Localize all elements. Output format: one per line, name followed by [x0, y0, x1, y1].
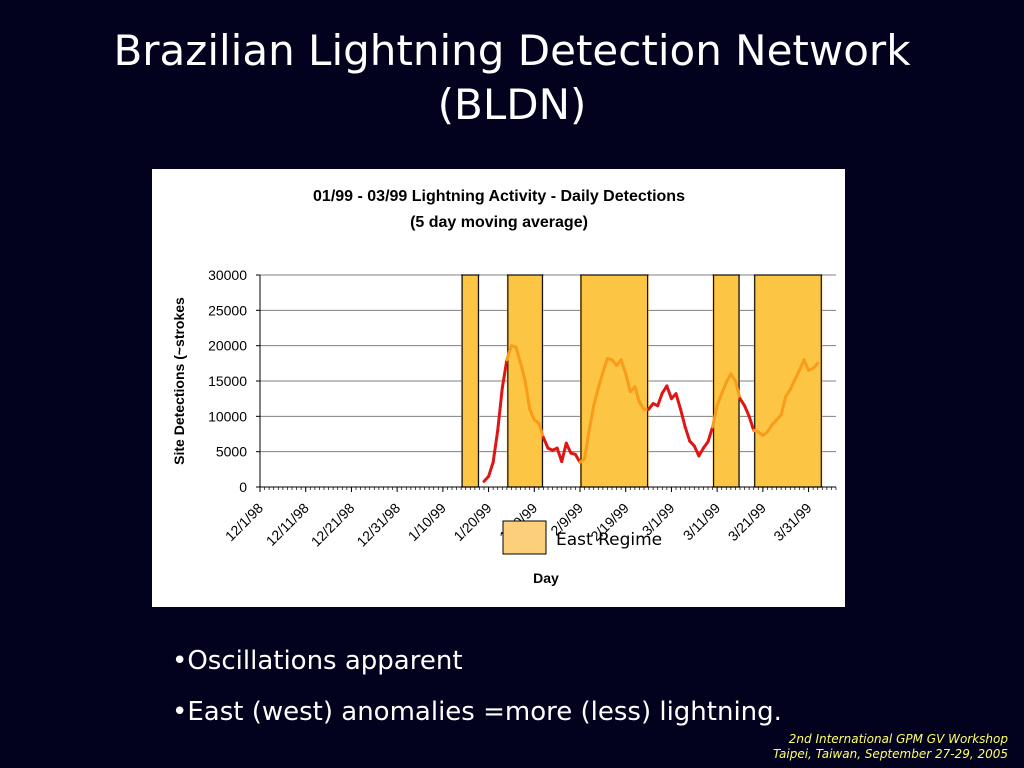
series-segment	[537, 421, 545, 440]
series-segment	[720, 380, 728, 396]
y-tick-label: 20000	[208, 338, 247, 354]
series-segment	[514, 345, 523, 365]
x-tick-label: 3/31/99	[770, 500, 814, 544]
series-segment	[541, 436, 550, 450]
series-segment	[519, 361, 527, 383]
x-tick-label: 12/21/98	[308, 500, 358, 550]
series-segment	[601, 356, 609, 375]
y-axis-label: Site Detections (~strokes	[171, 297, 187, 465]
y-tick-label: 5000	[216, 444, 247, 460]
chart-subtitle: (5 day moving average)	[410, 214, 588, 231]
slide-title-line2: (BLDN)	[437, 80, 587, 129]
series-segment	[697, 446, 705, 458]
x-tick-label: 12/11/98	[263, 500, 312, 549]
series-segment	[500, 358, 509, 390]
x-tick-label: 3/11/99	[680, 500, 724, 544]
series-segment	[811, 361, 820, 370]
footer-credit: 2nd International GPM GV Workshop Taipei…	[773, 732, 1008, 762]
x-tick-label: 3/21/99	[725, 500, 769, 544]
bullet-item: East (west) anomalies =more (less) light…	[172, 687, 782, 738]
series-segment	[491, 428, 500, 464]
series-segment	[793, 368, 801, 382]
footer-line1: 2nd International GPM GV Workshop	[788, 732, 1008, 746]
y-tick-label: 15000	[208, 373, 247, 389]
series-segment	[674, 392, 683, 411]
slide-title-line1: Brazilian Lightning Detection Network	[113, 26, 911, 75]
chart-panel: 01/99 - 03/99 Lightning Activity - Daily…	[152, 169, 845, 607]
chart-title: 01/99 - 03/99 Lightning Activity - Daily…	[313, 188, 685, 205]
series-layer	[482, 344, 820, 483]
y-tick-label: 0	[239, 479, 247, 495]
series-segment	[592, 386, 600, 408]
legend-swatch	[502, 520, 547, 555]
series-segment	[743, 404, 751, 418]
series-segment	[487, 460, 495, 478]
bullet-list: Oscillations apparent East (west) anomal…	[172, 636, 782, 738]
series-segment	[788, 378, 797, 391]
x-tick-label: 1/10/99	[405, 500, 449, 544]
east-regime-band	[753, 275, 823, 487]
series-segment	[779, 395, 788, 417]
series-segment	[683, 425, 692, 443]
y-tick-label: 30000	[208, 267, 247, 283]
x-axis-label: Day	[533, 570, 559, 586]
series-segment	[711, 404, 719, 429]
series-segment	[679, 407, 687, 429]
series-segment	[747, 414, 756, 432]
legend-label: East Regime	[556, 530, 662, 550]
series-segment	[564, 441, 573, 455]
series-segment	[583, 428, 591, 461]
series-segment	[665, 384, 673, 401]
lightning-chart: 01/99 - 03/99 Lightning Activity - Daily…	[171, 188, 837, 586]
series-segment	[523, 379, 532, 411]
grid-layer	[260, 274, 836, 453]
series-segment	[715, 392, 724, 408]
series-segment	[633, 385, 641, 404]
series-segment	[733, 379, 742, 401]
regime-layer	[461, 274, 823, 488]
series-segment	[624, 372, 632, 394]
series-segment	[496, 386, 504, 432]
x-tick-label: 1/20/99	[450, 500, 494, 544]
series-segment	[505, 344, 513, 362]
y-tick-label: 25000	[208, 302, 247, 318]
y-tick-label: 10000	[208, 408, 247, 424]
series-segment	[587, 404, 596, 432]
series-segment	[528, 407, 536, 422]
series-segment	[656, 391, 664, 408]
x-tick-label: 12/1/98	[222, 500, 266, 544]
east-regime-band	[580, 275, 649, 487]
east-regime-band	[461, 275, 480, 487]
footer-line2: Taipei, Taiwan, September 27-29, 2005	[772, 747, 1008, 761]
series-segment	[802, 358, 811, 372]
series-segment	[619, 358, 628, 376]
slide-title: Brazilian Lightning Detection Network (B…	[0, 24, 1024, 132]
series-segment	[706, 425, 715, 444]
series-segment	[596, 371, 605, 390]
series-segment	[560, 441, 568, 464]
bullet-item: Oscillations apparent	[172, 636, 782, 687]
x-tick-label: 12/31/98	[353, 500, 403, 550]
